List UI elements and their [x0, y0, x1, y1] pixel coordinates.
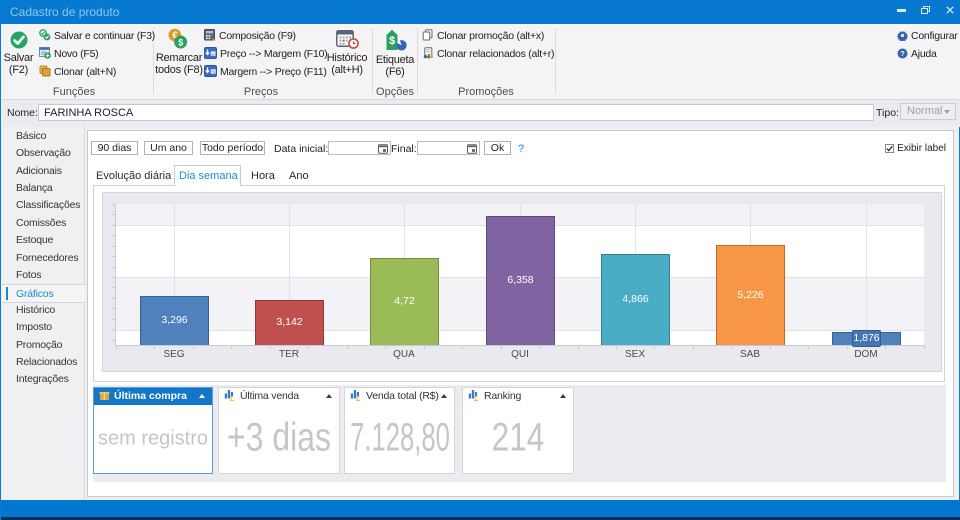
svg-text:$: $: [178, 37, 183, 47]
svg-text:Σ: Σ: [474, 394, 479, 401]
svg-text:$: $: [389, 35, 395, 47]
svg-text:Σ: Σ: [230, 394, 235, 401]
svg-text:10: 10: [211, 51, 216, 56]
svg-text:%: %: [211, 69, 215, 74]
svg-text:Σ: Σ: [356, 394, 361, 401]
svg-text:€: €: [172, 30, 177, 40]
svg-text:?: ?: [900, 49, 905, 58]
